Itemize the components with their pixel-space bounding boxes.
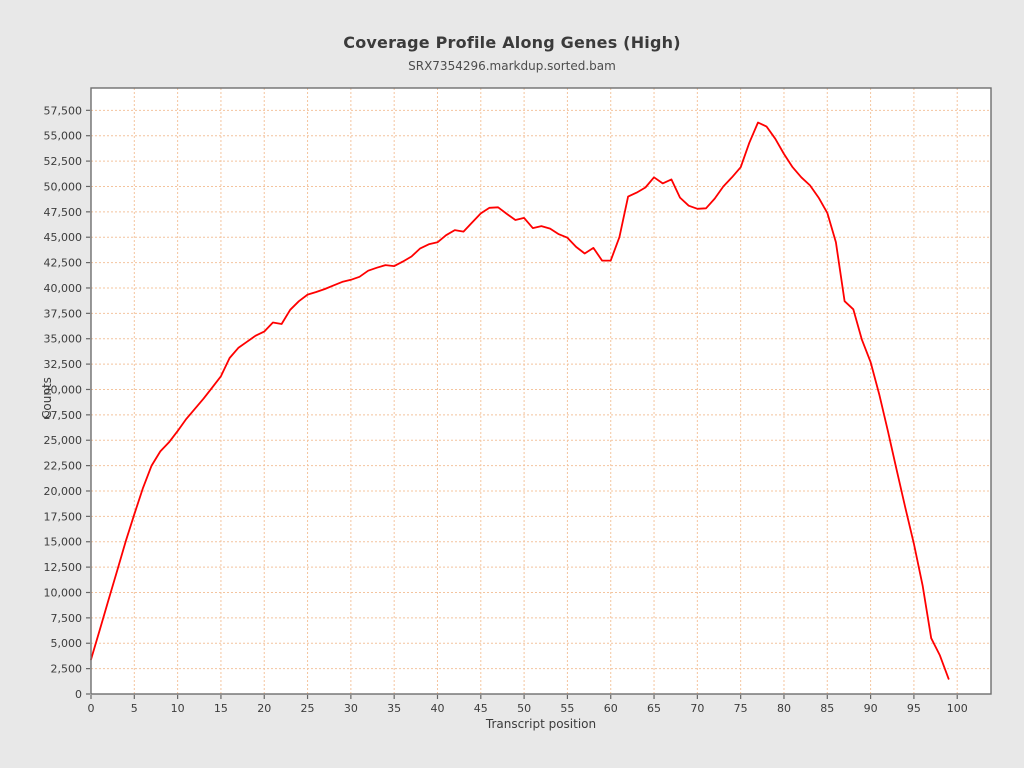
y-tick-label: 52,500 (44, 155, 83, 168)
y-tick-label: 45,000 (44, 231, 83, 244)
plot-background (91, 88, 991, 694)
x-tick-label: 85 (820, 702, 834, 715)
y-tick-label: 42,500 (44, 257, 83, 270)
x-tick-label: 40 (430, 702, 444, 715)
x-tick-label: 80 (777, 702, 791, 715)
x-tick-label: 25 (301, 702, 315, 715)
x-tick-label: 55 (560, 702, 574, 715)
y-tick-label: 50,000 (44, 180, 83, 193)
x-tick-label: 65 (647, 702, 661, 715)
y-tick-label: 55,000 (44, 130, 83, 143)
y-tick-label: 40,000 (44, 282, 83, 295)
y-tick-label: 32,500 (44, 358, 83, 371)
x-tick-label: 0 (88, 702, 95, 715)
y-tick-label: 37,500 (44, 307, 83, 320)
x-tick-label: 50 (517, 702, 531, 715)
y-tick-label: 47,500 (44, 206, 83, 219)
y-axis-label: Counts (40, 377, 54, 419)
x-tick-label: 20 (257, 702, 271, 715)
y-tick-label: 20,000 (44, 485, 83, 498)
x-tick-label: 100 (947, 702, 968, 715)
x-tick-label: 95 (907, 702, 921, 715)
y-tick-label: 25,000 (44, 434, 83, 447)
x-tick-label: 60 (604, 702, 618, 715)
y-tick-label: 35,000 (44, 333, 83, 346)
y-tick-label: 12,500 (44, 561, 83, 574)
x-tick-label: 35 (387, 702, 401, 715)
x-axis-label: Transcript position (485, 717, 597, 731)
x-tick-label: 10 (171, 702, 185, 715)
y-tick-label: 27,500 (44, 409, 83, 422)
y-tick-label: 15,000 (44, 536, 83, 549)
chart-title: Coverage Profile Along Genes (High) (343, 33, 681, 52)
x-tick-label: 70 (690, 702, 704, 715)
x-tick-label: 5 (131, 702, 138, 715)
coverage-line (90, 121, 950, 680)
y-tick-label: 17,500 (44, 510, 83, 523)
x-tick-label: 45 (474, 702, 488, 715)
x-tick-label: 75 (734, 702, 748, 715)
x-tick-label: 30 (344, 702, 358, 715)
y-tick-label: 10,000 (44, 586, 83, 599)
x-tick-label: 15 (214, 702, 228, 715)
y-tick-label: 30,000 (44, 383, 83, 396)
chart-subtitle: SRX7354296.markdup.sorted.bam (408, 59, 616, 73)
y-tick-label: 22,500 (44, 460, 83, 473)
y-tick-label: 7,500 (51, 612, 83, 625)
x-tick-label: 90 (864, 702, 878, 715)
plot-frame (90, 87, 992, 695)
y-tick-label: 0 (75, 688, 82, 701)
y-tick-label: 2,500 (51, 663, 83, 676)
y-tick-label: 57,500 (44, 104, 83, 117)
y-tick-label: 5,000 (51, 637, 83, 650)
